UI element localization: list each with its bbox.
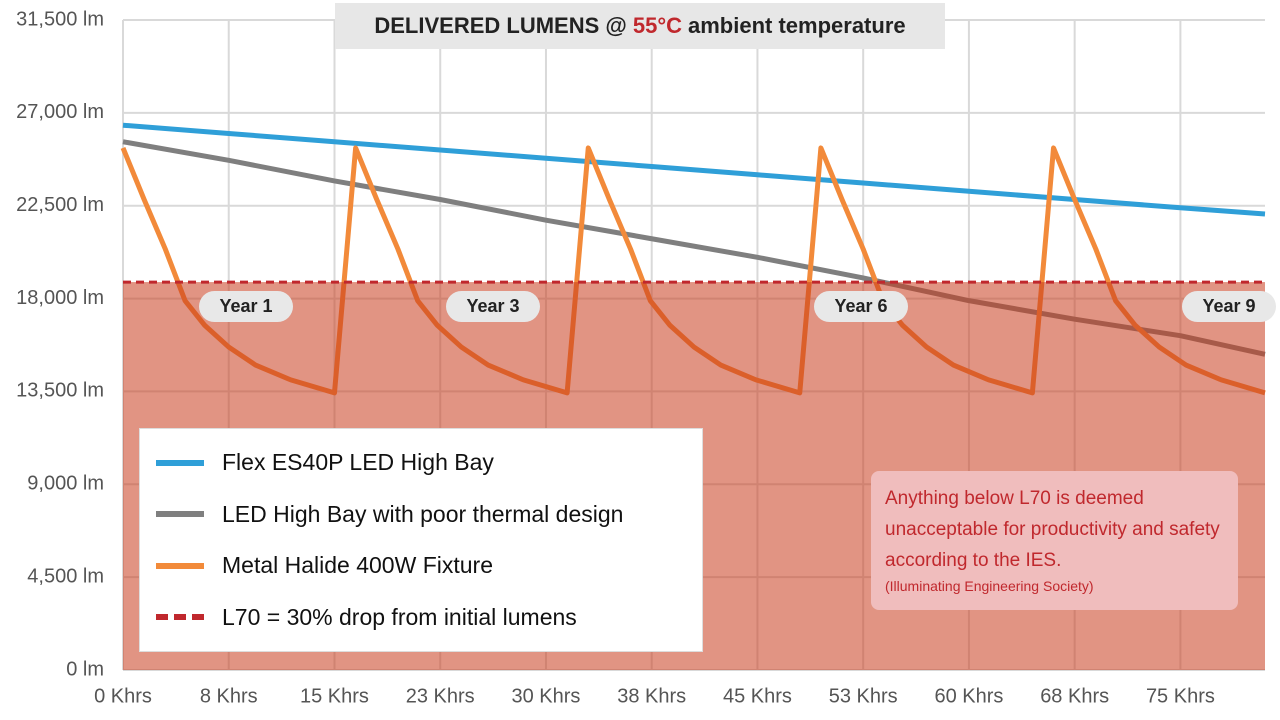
x-tick-label: 45 Khrs [723, 685, 792, 707]
x-tick-label: 60 Khrs [934, 685, 1003, 707]
y-tick-label: 18,000 lm [16, 287, 104, 309]
legend-label: Metal Halide 400W Fixture [222, 552, 493, 578]
year-label: Year 6 [834, 296, 887, 316]
legend-item: L70 = 30% drop from initial lumens [156, 604, 577, 631]
y-tick-label: 13,500 lm [16, 380, 104, 402]
x-tick-label: 68 Khrs [1040, 685, 1109, 707]
title-text: DELIVERED LUMENS @ [374, 13, 627, 38]
legend-swatch [156, 459, 204, 466]
legend-swatch [156, 562, 204, 569]
title-highlight: 55°C [632, 13, 682, 38]
year-pill: Year 9 [1182, 291, 1276, 322]
series-line [122, 122, 1266, 217]
legend-item: Flex ES40P LED High Bay [156, 449, 494, 476]
note-text: Anything below L70 is deemed unacceptabl… [885, 488, 1220, 571]
x-tick-label: 38 Khrs [617, 685, 686, 707]
year-pill-bg [1182, 291, 1276, 322]
y-tick-label: 31,500 lm [16, 8, 104, 30]
legend: Flex ES40P LED High Bay LED High Bay with… [139, 428, 703, 652]
year-label: Year 3 [466, 296, 519, 316]
year-pill: Year 6 [814, 291, 908, 322]
y-tick-label: 4,500 lm [27, 565, 104, 587]
x-tick-label: 8 Khrs [200, 685, 258, 707]
y-tick-label: 27,000 lm [16, 101, 104, 123]
year-pill-bg [814, 291, 908, 322]
y-tick-label: 22,500 lm [16, 194, 104, 216]
year-pill-bg [446, 291, 540, 322]
title-text: ambient temperature [688, 13, 906, 38]
y-tick-label: 9,000 lm [27, 473, 104, 495]
note-subtext: (Illuminating Engineering Society) [885, 578, 1094, 594]
x-tick-label: 53 Khrs [829, 685, 898, 707]
year-pill: Year 3 [446, 291, 540, 322]
year-pill: Year 1 [199, 291, 293, 322]
chart-title: DELIVERED LUMENS @ 55°C ambient temperat… [335, 3, 945, 49]
note-box: Anything below L70 is deemed unacceptabl… [871, 471, 1238, 610]
year-pill-bg [199, 291, 293, 322]
legend-swatch [156, 614, 204, 620]
legend-item: Metal Halide 400W Fixture [156, 552, 493, 579]
y-tick-label: 0 lm [66, 658, 104, 680]
legend-label: Flex ES40P LED High Bay [222, 449, 494, 475]
legend-label: L70 = 30% drop from initial lumens [222, 603, 577, 630]
legend-swatch [156, 511, 204, 517]
x-tick-label: 0 Khrs [94, 685, 152, 707]
year-label: Year 9 [1202, 296, 1255, 316]
year-label: Year 1 [219, 296, 272, 316]
legend-item: LED High Bay with poor thermal design [156, 501, 623, 528]
x-tick-label: 23 Khrs [406, 685, 475, 707]
x-tick-label: 30 Khrs [511, 685, 580, 707]
legend-label: LED High Bay with poor thermal design [222, 500, 624, 527]
x-tick-label: 75 Khrs [1146, 685, 1215, 707]
x-tick-label: 15 Khrs [300, 685, 369, 707]
